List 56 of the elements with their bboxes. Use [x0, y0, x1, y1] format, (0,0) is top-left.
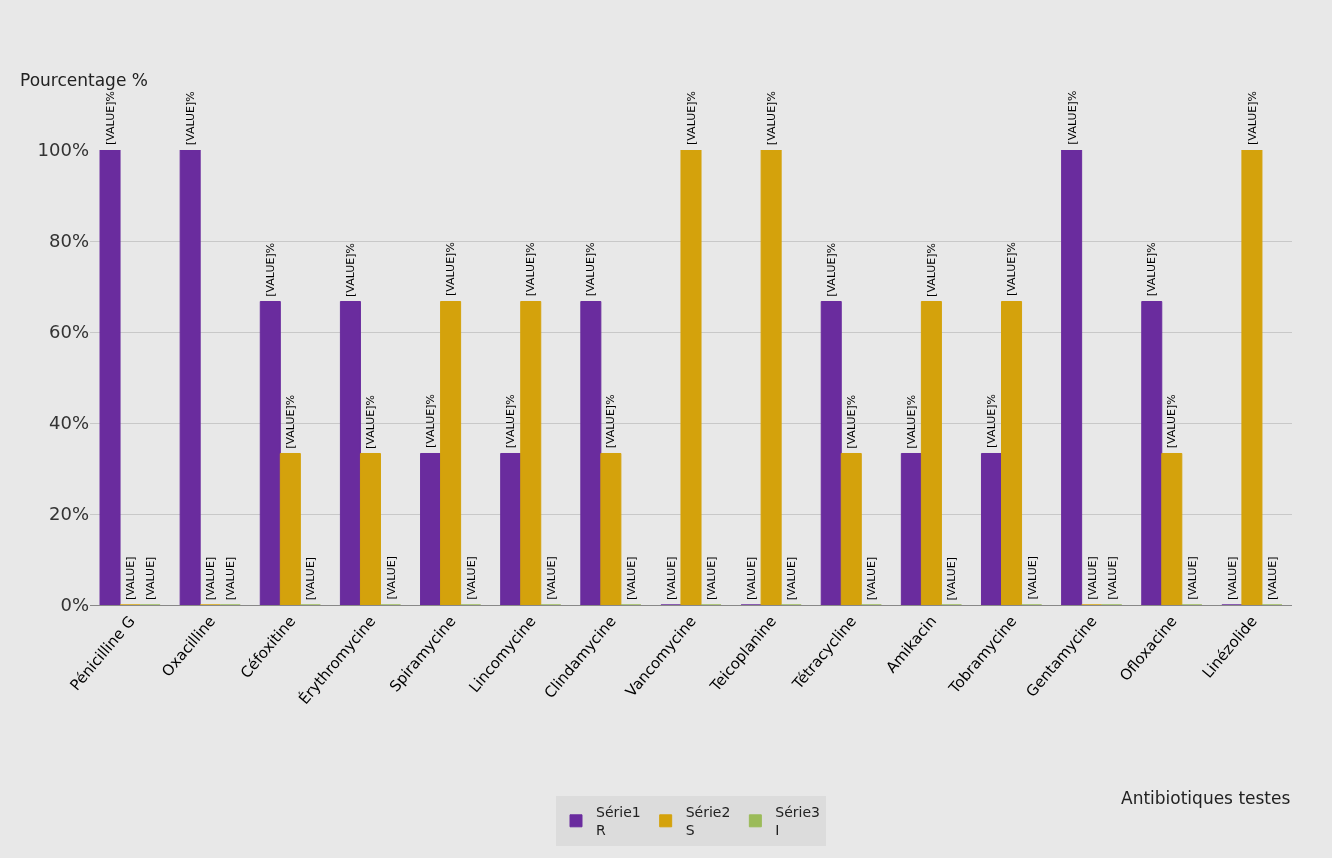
data-label: [VALUE]: [1225, 556, 1239, 600]
data-label: [VALUE]: [144, 556, 158, 601]
data-label: [VALUE]: [544, 556, 558, 600]
x-axis-title: Antibiotiques testes: [1121, 788, 1291, 808]
data-label: [VALUE]%: [424, 394, 438, 449]
y-tick-label: 20%: [48, 503, 89, 525]
data-label: [VALUE]: [1105, 556, 1119, 600]
data-label: [VALUE]%: [1165, 394, 1179, 449]
data-label: [VALUE]: [124, 556, 138, 601]
data-label: [VALUE]%: [504, 394, 518, 449]
legend-label: Série1 R: [596, 804, 641, 839]
y-tick-label: 40%: [48, 412, 89, 434]
data-label: [VALUE]%: [363, 394, 377, 449]
data-label: [VALUE]%: [844, 394, 858, 449]
data-label: [VALUE]: [204, 556, 218, 601]
data-label: [VALUE]%: [1145, 242, 1159, 297]
data-label: [VALUE]: [1085, 556, 1099, 600]
data-label: [VALUE]%: [904, 394, 918, 449]
data-label: [VALUE]%: [765, 91, 779, 146]
data-label: [VALUE]: [1265, 556, 1279, 600]
data-label: [VALUE]: [945, 556, 959, 601]
data-label: [VALUE]: [1025, 556, 1039, 600]
data-label: [VALUE]: [865, 556, 879, 601]
data-label: [VALUE]: [224, 556, 238, 601]
data-label: [VALUE]%: [343, 242, 357, 297]
data-label: [VALUE]: [384, 555, 398, 600]
data-label: [VALUE]%: [685, 91, 698, 145]
y-tick-label: 80%: [48, 230, 89, 252]
data-label: [VALUE]: [464, 556, 478, 600]
data-label: [VALUE]: [705, 556, 719, 601]
data-label: [VALUE]: [1185, 556, 1199, 600]
legend-label: Série2 S: [685, 804, 731, 839]
y-axis-title: Pourcentage %: [20, 70, 148, 90]
data-label: [VALUE]%: [1245, 90, 1259, 145]
data-label: [VALUE]%: [584, 242, 598, 297]
data-label: [VALUE]%: [604, 394, 618, 449]
data-label: [VALUE]%: [985, 394, 999, 448]
y-tick-label: 100%: [37, 139, 89, 161]
data-label: [VALUE]: [624, 556, 638, 600]
data-label: [VALUE]%: [1065, 90, 1079, 145]
data-label: [VALUE]%: [263, 242, 277, 297]
data-label: [VALUE]: [745, 556, 759, 601]
data-label: [VALUE]%: [824, 242, 838, 297]
legend-label: Série3 I: [775, 804, 821, 839]
data-label: [VALUE]%: [524, 242, 538, 297]
data-label: [VALUE]: [785, 556, 799, 601]
y-tick-label: 0%: [60, 594, 89, 616]
data-label: [VALUE]: [664, 556, 678, 600]
y-tick-label: 60%: [48, 321, 89, 343]
data-label: [VALUE]%: [104, 91, 118, 146]
data-label: [VALUE]: [304, 556, 318, 601]
data-label: [VALUE]%: [1005, 242, 1019, 297]
data-label: [VALUE]%: [283, 394, 297, 449]
data-label: [VALUE]%: [924, 242, 938, 297]
data-label: [VALUE]%: [184, 91, 198, 146]
data-label: [VALUE]%: [444, 242, 458, 297]
